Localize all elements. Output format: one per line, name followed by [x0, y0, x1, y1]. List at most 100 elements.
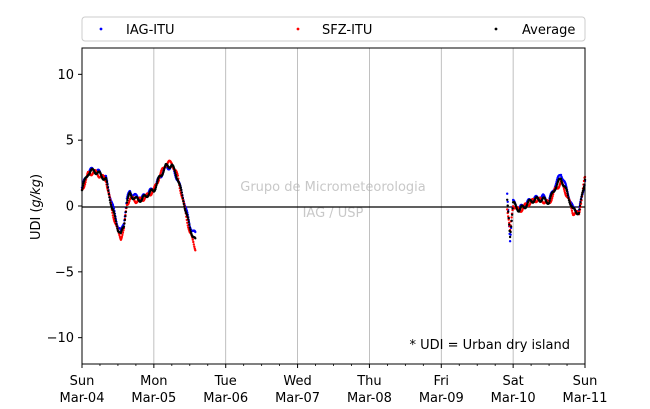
data-points [80, 159, 587, 252]
x-tick-label-day: Thu [356, 374, 381, 389]
x-tick-label-date: Mar-06 [203, 391, 248, 406]
point-sfz-itu [192, 240, 195, 244]
point-average [180, 188, 183, 192]
point-sfz-itu [191, 238, 194, 241]
point-average [183, 207, 186, 210]
point-average [510, 213, 514, 216]
legend-marker-average [494, 27, 498, 31]
point-average [155, 182, 159, 185]
point-sfz-itu [551, 195, 554, 198]
point-sfz-itu [192, 243, 195, 246]
point-average [182, 200, 185, 203]
point-average [126, 199, 129, 202]
point-average [547, 201, 551, 205]
point-average [162, 169, 165, 172]
point-average [548, 199, 551, 203]
point-average [108, 199, 112, 202]
point-average [579, 201, 582, 204]
x-tick-label-day: Sun [70, 374, 95, 389]
point-average [109, 203, 113, 206]
point-average [154, 186, 158, 189]
point-average [109, 201, 112, 204]
y-axis-label: UDI (g/kg) [29, 174, 44, 240]
point-average [173, 167, 176, 171]
point-average [180, 191, 183, 194]
point-average [174, 171, 177, 175]
x-tick-label-date: Mar-10 [491, 391, 536, 406]
point-average [125, 201, 129, 204]
point-sfz-itu [121, 233, 124, 237]
point-average [115, 225, 119, 228]
point-sfz-itu [506, 208, 509, 211]
legend: IAG-ITU SFZ-ITU Average [81, 16, 586, 42]
point-average [107, 189, 110, 192]
point-average [189, 228, 192, 232]
point-average [507, 210, 510, 213]
point-average [579, 198, 583, 201]
point-average [122, 225, 126, 228]
point-sfz-itu [121, 231, 125, 234]
point-iag-itu [508, 240, 512, 243]
point-iag-itu [509, 233, 512, 236]
legend-marker-iag-itu [99, 27, 103, 31]
point-average [106, 183, 109, 186]
watermark-line-2: IAG / USP [303, 206, 364, 221]
point-average [578, 204, 582, 207]
point-average [123, 222, 126, 225]
point-average [125, 206, 128, 209]
point-iag-itu [112, 205, 115, 208]
point-average [82, 182, 85, 185]
legend-label-iag-itu: IAG-ITU [126, 23, 175, 38]
point-sfz-itu [194, 249, 197, 252]
point-average [566, 192, 569, 195]
point-average [174, 173, 177, 177]
point-average [511, 207, 514, 210]
point-average [126, 196, 130, 200]
point-average [173, 169, 176, 173]
x-axis-ticks: Sun Mar-04 Mon Mar-05 Tue Mar-06 Wed Mar-07 Thu M… [60, 364, 607, 406]
y-tick-label: −10 [47, 331, 74, 346]
point-average [508, 235, 512, 239]
x-tick-label-date: Mar-08 [347, 391, 392, 406]
point-average [580, 195, 583, 198]
point-average [114, 217, 117, 220]
point-average [581, 189, 585, 192]
point-sfz-itu [508, 221, 511, 224]
point-average [105, 180, 109, 184]
point-sfz-itu [193, 245, 196, 248]
point-sfz-itu [571, 211, 574, 215]
point-average [506, 198, 509, 201]
point-average [510, 219, 513, 222]
y-tick-label: −5 [55, 265, 74, 280]
point-average [580, 193, 584, 196]
legend-label-sfz-itu: SFZ-ITU [322, 23, 372, 38]
point-average [124, 210, 128, 214]
y-axis-ticks: 10 5 0 −5 −10 [47, 68, 82, 346]
watermark-line-1: Grupo de Micrometeorologia [240, 180, 426, 195]
point-average [548, 197, 552, 200]
point-sfz-itu [570, 209, 574, 212]
point-average [559, 177, 563, 181]
point-sfz-itu [118, 233, 121, 237]
x-tick-label-date: Mar-09 [419, 391, 464, 406]
point-iag-itu [559, 173, 563, 177]
point-average [181, 194, 184, 197]
point-iag-itu [194, 230, 197, 234]
point-average [507, 216, 510, 220]
point-average [116, 227, 119, 230]
point-average [179, 186, 182, 190]
point-average [509, 230, 512, 234]
point-average [181, 197, 184, 200]
point-average [124, 215, 127, 218]
point-average [104, 176, 108, 180]
point-sfz-itu [510, 216, 513, 219]
point-average [113, 214, 117, 218]
point-average [108, 196, 111, 199]
point-iag-itu [506, 192, 509, 195]
point-average [581, 191, 584, 194]
point-iag-itu [104, 174, 108, 178]
point-average [156, 180, 159, 183]
point-average [582, 187, 585, 191]
point-sfz-itu [563, 189, 566, 193]
